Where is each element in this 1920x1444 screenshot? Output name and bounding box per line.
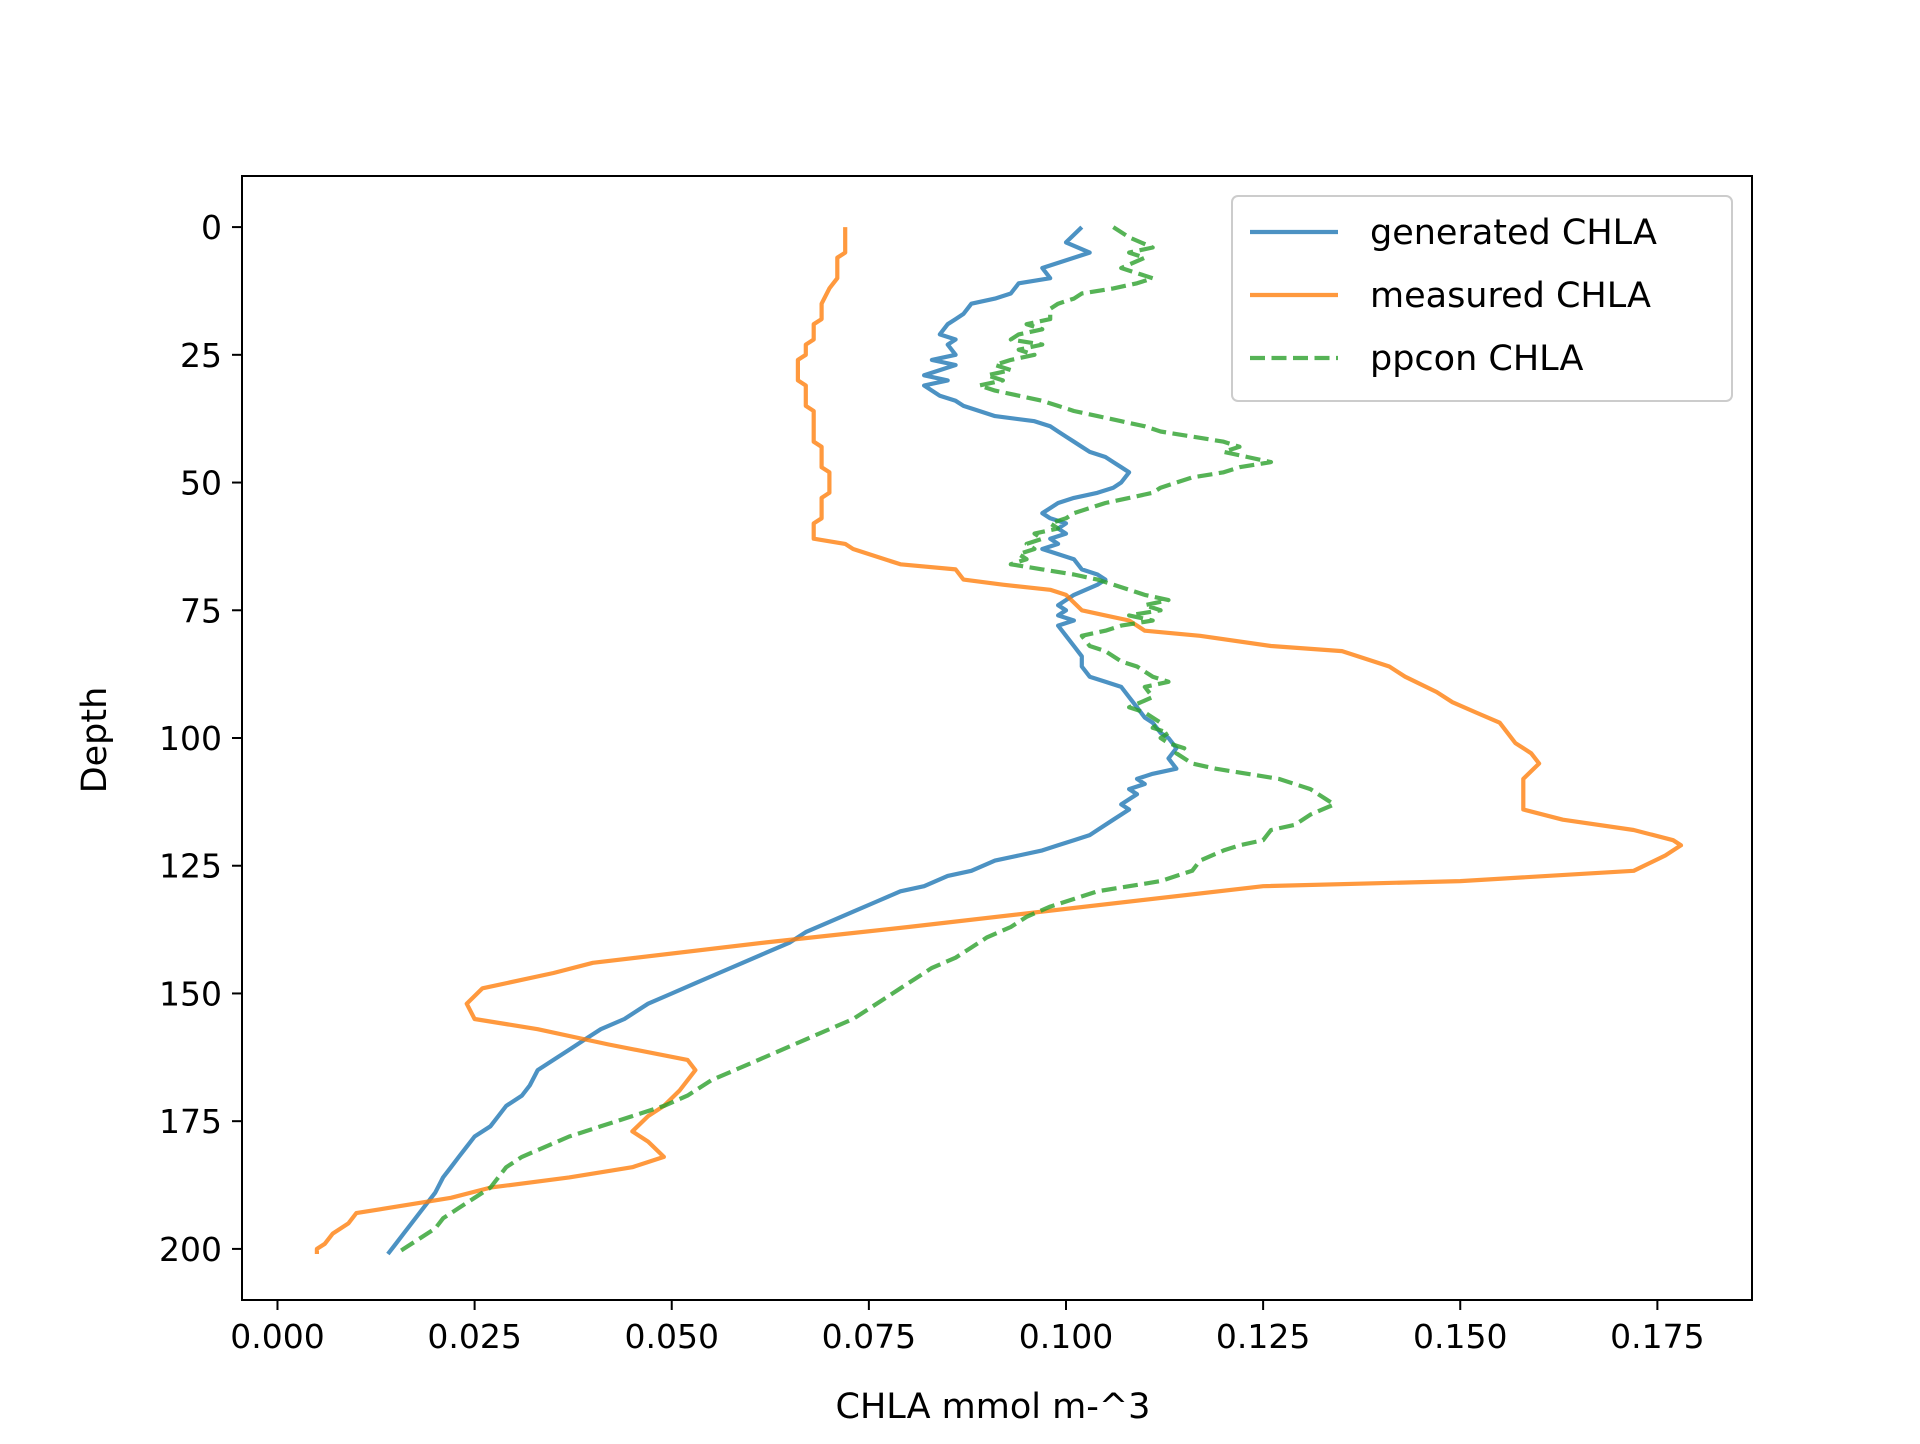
y-tick-label: 50 <box>180 464 222 503</box>
x-tick-label: 0.000 <box>230 1317 324 1356</box>
y-tick-label: 75 <box>180 591 222 630</box>
axes: 0.000 0.025 0.050 0.075 0.100 0.125 0.150 0.175… <box>159 175 1753 1356</box>
y-tick-label: 0 <box>201 208 222 247</box>
x-tick-label: 0.050 <box>624 1317 718 1356</box>
y-tick-label: 25 <box>180 336 222 375</box>
series-line-2 <box>394 225 1337 1256</box>
x-tick-label: 0.100 <box>1019 1317 1113 1356</box>
y-tick-label: 150 <box>159 974 222 1013</box>
x-tick-label: 0.125 <box>1216 1317 1310 1356</box>
legend-box <box>1231 195 1733 402</box>
y-tick-label: 175 <box>159 1102 222 1141</box>
legend: generated CHLA measured CHLA ppcon CHLA <box>1231 195 1733 402</box>
x-tick-label: 0.150 <box>1413 1317 1507 1356</box>
x-tick-label: 0.175 <box>1610 1317 1704 1356</box>
y-axis-label: Depth <box>75 687 115 794</box>
y-tick-label: 125 <box>159 847 222 886</box>
legend-label-1: measured CHLA <box>1370 276 1651 316</box>
x-axis-label: CHLA mmol m-^3 <box>836 1387 1151 1427</box>
x-tick-label: 0.025 <box>427 1317 521 1356</box>
y-tick-label: 200 <box>159 1230 222 1269</box>
legend-label-0: generated CHLA <box>1370 213 1657 253</box>
y-tick-label: 100 <box>159 719 222 758</box>
legend-label-2: ppcon CHLA <box>1370 339 1583 379</box>
series-line-0 <box>386 225 1179 1256</box>
x-tick-label: 0.075 <box>822 1317 916 1356</box>
plot-area <box>314 225 1684 1256</box>
series-group <box>314 225 1684 1256</box>
